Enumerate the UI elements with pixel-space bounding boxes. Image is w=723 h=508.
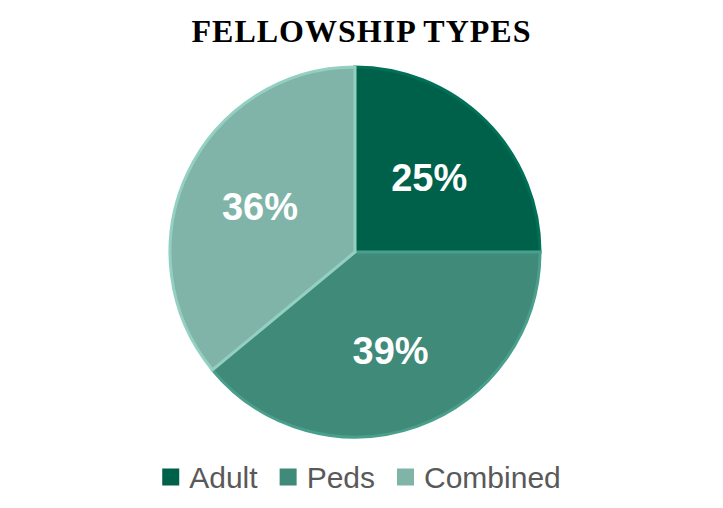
legend-label: Adult <box>189 461 258 494</box>
legend-swatch <box>397 469 414 486</box>
legend-item: Peds <box>280 461 375 494</box>
legend-item: Combined <box>397 461 561 494</box>
slice <box>355 67 540 252</box>
pie <box>170 67 540 437</box>
legend-swatch <box>280 469 297 486</box>
slice <box>170 67 355 370</box>
legend-label: Peds <box>307 461 375 494</box>
data-label: 39% <box>353 330 429 372</box>
chart: FELLOWSHIP TYPES 25% 39% 36% Adult Peds Combin… <box>0 0 723 508</box>
legend: Adult Peds Combined <box>162 461 561 494</box>
data-label: 36% <box>222 186 298 228</box>
data-labels: 25% 39% 36% <box>222 157 467 372</box>
legend-swatch <box>162 469 179 486</box>
data-label: 25% <box>391 157 467 199</box>
legend-label: Combined <box>424 461 561 494</box>
legend-item: Adult <box>162 461 258 494</box>
title: FELLOWSHIP TYPES <box>192 13 532 49</box>
